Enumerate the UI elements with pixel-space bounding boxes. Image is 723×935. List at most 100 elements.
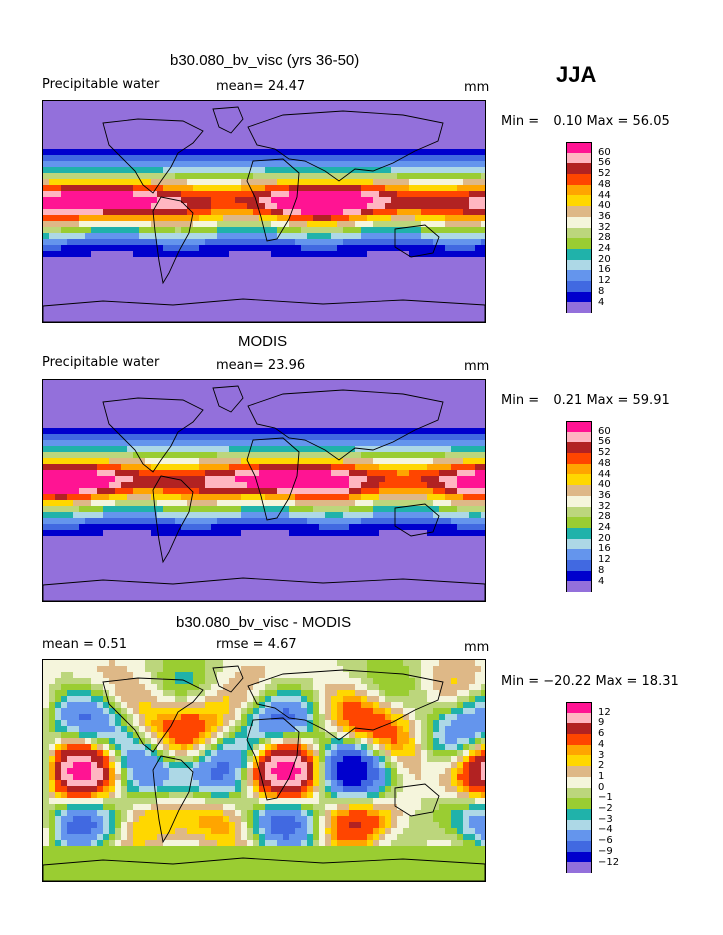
field-cell bbox=[259, 197, 266, 204]
field-cell bbox=[397, 107, 404, 114]
field-cell bbox=[361, 500, 368, 507]
field-cell bbox=[115, 542, 122, 549]
field-cell bbox=[217, 317, 224, 322]
field-cell bbox=[457, 245, 464, 252]
field-cell bbox=[463, 398, 470, 405]
field-cell bbox=[49, 440, 56, 447]
field-cell bbox=[259, 113, 266, 120]
field-cell bbox=[343, 422, 350, 429]
field-cell bbox=[223, 299, 230, 306]
field-cell bbox=[271, 476, 278, 483]
field-cell bbox=[151, 275, 158, 282]
field-cell bbox=[331, 293, 338, 300]
field-cell bbox=[73, 482, 80, 489]
field-cell bbox=[475, 227, 482, 234]
field-cell bbox=[337, 416, 344, 423]
field-cell bbox=[373, 107, 380, 114]
field-cell bbox=[61, 548, 68, 555]
field-cell bbox=[235, 386, 242, 393]
field-cell bbox=[265, 494, 272, 501]
field-cell bbox=[103, 221, 110, 228]
field-cell bbox=[91, 380, 98, 387]
field-cell bbox=[109, 446, 116, 453]
field-cell bbox=[409, 476, 416, 483]
field-cell bbox=[271, 440, 278, 447]
field-cell bbox=[253, 185, 260, 192]
field-cell bbox=[145, 548, 152, 555]
field-cell bbox=[187, 155, 194, 162]
field-cell bbox=[325, 233, 332, 240]
field-cell bbox=[79, 155, 86, 162]
field-cell bbox=[61, 494, 68, 501]
field-cell bbox=[457, 506, 464, 513]
colorbar-swatch bbox=[566, 291, 592, 303]
field-cell bbox=[265, 542, 272, 549]
field-cell bbox=[367, 197, 374, 204]
field-cell bbox=[469, 143, 476, 150]
field-cell bbox=[85, 440, 92, 447]
field-cell bbox=[163, 239, 170, 246]
field-cell bbox=[253, 233, 260, 240]
field-cell bbox=[49, 311, 56, 318]
field-cell bbox=[373, 554, 380, 561]
field-cell bbox=[319, 392, 326, 399]
field-cell bbox=[97, 143, 104, 150]
field-cell bbox=[253, 167, 260, 174]
field-cell bbox=[157, 119, 164, 126]
field-cell bbox=[277, 458, 284, 465]
field-cell bbox=[337, 494, 344, 501]
field-cell bbox=[265, 506, 272, 513]
field-cell bbox=[385, 107, 392, 114]
field-cell bbox=[403, 275, 410, 282]
field-cell bbox=[349, 380, 356, 387]
field-cell bbox=[433, 482, 440, 489]
field-cell bbox=[223, 488, 230, 495]
field-cell bbox=[127, 398, 134, 405]
field-cell bbox=[343, 239, 350, 246]
field-cell bbox=[445, 167, 452, 174]
field-cell bbox=[67, 488, 74, 495]
field-cell bbox=[223, 173, 230, 180]
field-cell bbox=[307, 293, 314, 300]
field-cell bbox=[319, 536, 326, 543]
field-cell bbox=[373, 305, 380, 312]
field-cell bbox=[229, 398, 236, 405]
field-cell bbox=[397, 125, 404, 132]
field-cell bbox=[349, 482, 356, 489]
field-cell bbox=[235, 410, 242, 417]
field-cell bbox=[97, 155, 104, 162]
field-cell bbox=[55, 143, 62, 150]
field-cell bbox=[463, 215, 470, 222]
field-cell bbox=[463, 404, 470, 411]
field-cell bbox=[325, 488, 332, 495]
field-cell bbox=[325, 446, 332, 453]
field-cell bbox=[247, 251, 254, 258]
field-cell bbox=[139, 173, 146, 180]
field-cell bbox=[439, 185, 446, 192]
colorbar-swatch bbox=[566, 163, 592, 175]
field-cell bbox=[307, 494, 314, 501]
field-cell bbox=[463, 173, 470, 180]
field-cell bbox=[271, 185, 278, 192]
field-cell bbox=[205, 398, 212, 405]
field-cell bbox=[289, 524, 296, 531]
field-cell bbox=[97, 470, 104, 477]
field-cell bbox=[217, 299, 224, 306]
field-cell bbox=[301, 299, 308, 306]
field-cell bbox=[301, 464, 308, 471]
field-cell bbox=[181, 554, 188, 561]
field-cell bbox=[481, 410, 485, 417]
field-cell bbox=[451, 167, 458, 174]
field-cell bbox=[421, 524, 428, 531]
field-cell bbox=[91, 137, 98, 144]
field-cell bbox=[193, 125, 200, 132]
field-cell bbox=[109, 281, 116, 288]
field-cell bbox=[199, 119, 206, 126]
field-cell bbox=[403, 506, 410, 513]
field-cell bbox=[481, 185, 485, 192]
field-cell bbox=[253, 173, 260, 180]
field-cell bbox=[79, 452, 86, 459]
field-cell bbox=[349, 263, 356, 270]
field-cell bbox=[403, 410, 410, 417]
field-cell bbox=[43, 470, 50, 477]
